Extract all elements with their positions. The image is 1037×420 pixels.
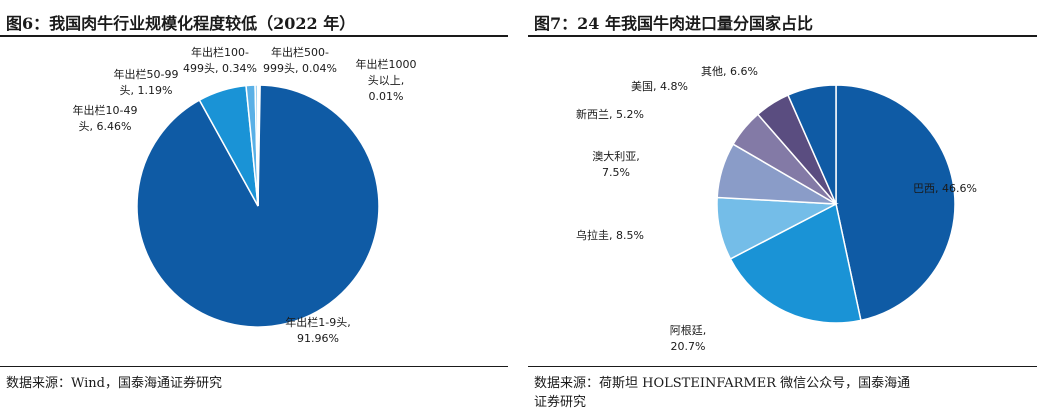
right-pie-chart: 巴西, 46.6% 阿根廷, 20.7% 乌拉圭, 8.5% 澳大利亚, 7.5% 新西兰,… xyxy=(576,65,977,353)
right-slice-4-label: 澳大利亚, 7.5% xyxy=(592,149,640,179)
right-figure-title: 图7：24 年我国牛肉进口量分国家占比 xyxy=(534,14,813,33)
right-source-line-2: 证券研究 xyxy=(534,395,587,410)
right-title-rule xyxy=(528,35,1037,37)
right-slice-7-label: 其他, 6.6% xyxy=(701,65,758,78)
left-title-rule xyxy=(0,35,508,37)
right-slice-1-label: 巴西, 46.6% xyxy=(913,182,977,195)
right-slice-1 xyxy=(835,84,956,322)
left-slice-2-label: 年出栏10-49 头, 6.46% xyxy=(73,103,138,133)
left-slice-6 xyxy=(257,84,261,207)
right-source-note: 数据来源：荷斯坦 HOLSTEINFARMER 微信公众号，国泰海通 证券研究 xyxy=(534,374,910,412)
right-source-rule xyxy=(528,366,1037,367)
right-source-line-1: 数据来源：荷斯坦 HOLSTEINFARMER 微信公众号，国泰海通 xyxy=(534,376,911,391)
left-slice-1-label: 年出栏1-9头, 91.96% xyxy=(285,315,350,345)
right-slice-7 xyxy=(787,84,837,205)
left-slice-4-label: 年出栏100-499头, 0.34% xyxy=(183,45,257,75)
right-slice-3-label: 乌拉圭, 8.5% xyxy=(576,228,644,242)
left-source-note: 数据来源：Wind，国泰海通证券研究 xyxy=(6,376,222,391)
right-slice-5-label: 新西兰, 5.2% xyxy=(576,107,644,121)
left-source-rule xyxy=(0,366,508,367)
left-slice-6-label: 年出栏1000 头以上, 0.01% xyxy=(356,57,417,103)
left-slice-3-label: 年出栏50-99 头, 1.19% xyxy=(114,67,179,97)
right-slice-6-label: 美国, 4.8% xyxy=(631,80,688,93)
left-pie-chart: 年出栏1-9头, 91.96% 年出栏10-49 头, 6.46% 年出栏50-99 头,… xyxy=(73,45,417,345)
left-figure-title: 图6：我国肉牛行业规模化程度较低（2022 年） xyxy=(6,14,356,33)
left-figure-panel: 图6：我国肉牛行业规模化程度较低（2022 年） 年出栏1-9头, 91.96% 年… xyxy=(0,0,508,420)
right-slice-2 xyxy=(729,202,862,324)
left-slice-5-label: 年出栏500-999头, 0.04% xyxy=(263,45,337,75)
right-slice-2-label: 阿根廷, 20.7% xyxy=(670,323,707,353)
right-figure-panel: 图7：24 年我国牛肉进口量分国家占比 巴西, 46.6% 阿根廷, 20.7% 乌拉… xyxy=(528,0,1037,420)
